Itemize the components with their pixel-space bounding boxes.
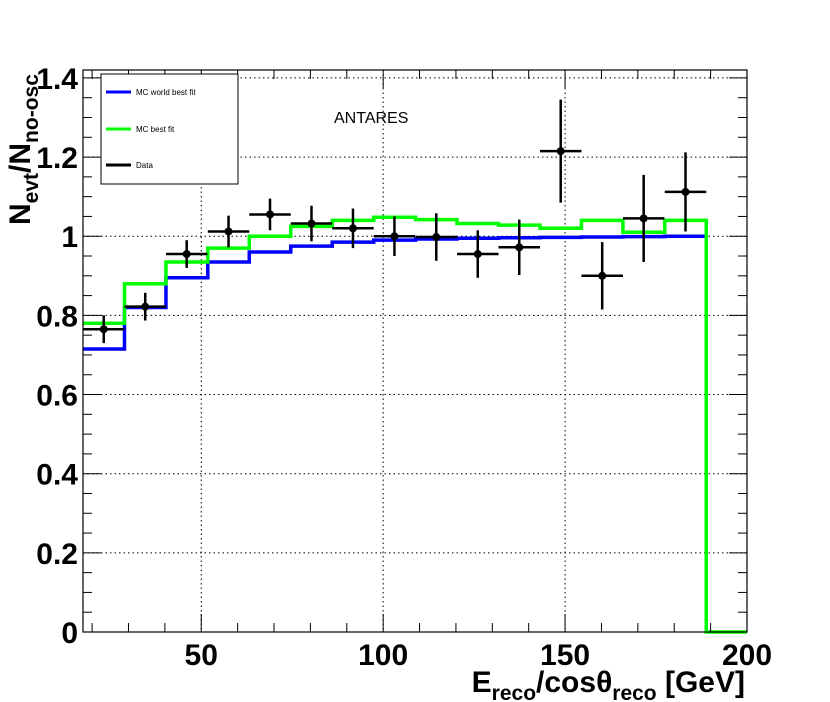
legend-label-mc-best: MC best fit	[136, 125, 175, 134]
x-title-e: E	[472, 666, 492, 699]
x-axis-title: Ereco/cosθreco [GeV]	[472, 666, 745, 702]
plot-frame	[82, 69, 748, 633]
data-point-marker	[182, 250, 191, 259]
y-title-n2-sub: no-osc	[20, 74, 43, 143]
data-point-marker	[266, 210, 275, 219]
data-point	[622, 174, 665, 262]
data-point	[664, 152, 707, 232]
y-tick-label: 0.8	[36, 300, 78, 333]
data-point	[124, 292, 166, 321]
data-point	[581, 242, 623, 310]
y-title-n1: N	[4, 203, 37, 225]
data-point-marker	[432, 233, 441, 242]
legend: MC world best fit MC best fit Data	[100, 73, 239, 185]
data-point-marker	[99, 325, 108, 334]
legend-label-mc-world: MC world best fit	[136, 88, 196, 97]
series-step-mc-best-fit	[83, 215, 747, 634]
y-tick-label: 0.4	[36, 459, 78, 492]
x-tick-label: 100	[358, 639, 408, 672]
data-point-marker	[598, 271, 607, 280]
y-tick-label: 1.2	[36, 142, 78, 175]
y-tick-label: 0.2	[36, 538, 78, 571]
x-title-e-sub: reco	[492, 682, 536, 702]
y-title-slash: /	[4, 164, 37, 173]
data-point-marker	[390, 232, 399, 241]
x-tick-label: 50	[185, 639, 218, 672]
data-point-marker	[141, 302, 150, 311]
data-point	[457, 230, 499, 278]
x-tick-label: 200	[722, 639, 772, 672]
x-tick-label: 150	[540, 639, 590, 672]
data-point-marker	[348, 224, 357, 233]
y-tick-label: 1.4	[36, 63, 78, 96]
y-axis-title: Nevt/Nno-osc	[4, 74, 43, 225]
data-point	[249, 198, 291, 231]
y-tick-label: 0	[61, 617, 78, 650]
data-point	[83, 315, 125, 344]
legend-label-data: Data	[136, 161, 153, 170]
data-point-marker	[639, 214, 648, 223]
data-point	[498, 219, 540, 276]
data-point	[207, 215, 250, 248]
y-tick-label: 1	[61, 221, 78, 254]
y-tick-label: 0.6	[36, 380, 78, 413]
tick-labels: 50 100 150 200 0 0.2 0.4 0.6 0.8 1 1.2 1.4	[36, 63, 772, 672]
data-point	[290, 205, 333, 242]
data-point	[415, 213, 458, 261]
data-point-marker	[681, 187, 690, 196]
series-layer	[83, 99, 747, 634]
axis-ticks	[83, 70, 748, 633]
x-title-mid: /cos	[536, 666, 596, 699]
data-point-marker	[307, 219, 316, 228]
data-point	[373, 216, 416, 257]
grid-lines	[83, 70, 747, 632]
data-point-marker	[224, 227, 233, 236]
y-title-n1-sub: evt	[20, 173, 43, 203]
data-point-marker	[515, 243, 524, 252]
x-title-theta-sub: reco	[612, 682, 656, 702]
y-title-n2: N	[4, 143, 37, 165]
data-point	[539, 99, 582, 203]
data-point-marker	[556, 147, 565, 156]
x-title-unit: [GeV]	[657, 666, 745, 699]
data-point	[332, 208, 374, 249]
data-point	[165, 240, 208, 268]
antares-annotation: ANTARES	[334, 110, 408, 127]
data-point-marker	[473, 250, 482, 259]
x-title-theta: θ	[596, 666, 612, 699]
